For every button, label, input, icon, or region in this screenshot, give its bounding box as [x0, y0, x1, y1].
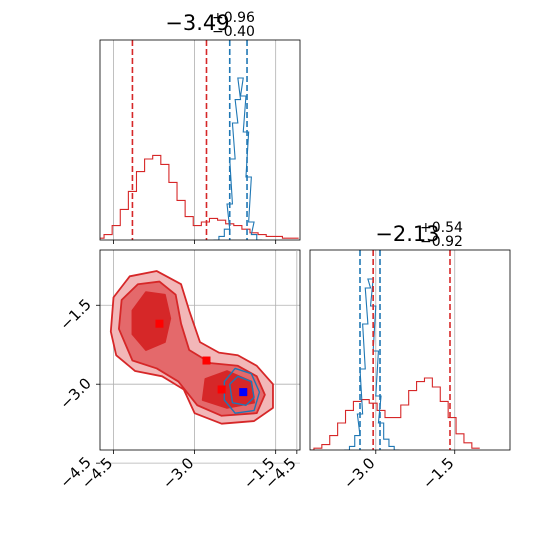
x-tick-label: −3.0: [340, 454, 378, 492]
right-marginal-panel: −4.5 −3.0 −1.5 −2.13 +0.54 −0.92: [261, 217, 511, 493]
top-ticks: [113, 240, 277, 244]
top-histograms: [100, 77, 299, 240]
right-title-sub: −0.92: [420, 234, 463, 250]
joint-panel: −4.5 −3.0 −1.5−4.5−3.0−1.5: [56, 249, 301, 493]
blue-contour-mid: [229, 375, 255, 406]
blue-contour-outer: [223, 367, 261, 414]
top-marginal-panel: −3.49 +0.96 −0.40: [99, 7, 301, 244]
right-ticks: −4.5 −3.0 −1.5: [261, 450, 458, 493]
red-contour-inner: [131, 291, 172, 351]
right-title-sup: +0.54: [420, 220, 463, 236]
top-grid: [113, 40, 277, 240]
red-marker: [202, 356, 211, 365]
right-panel-title: −2.13 +0.54 −0.92: [375, 217, 468, 250]
red-marker: [155, 319, 164, 328]
top-quantile-lines: [131, 40, 248, 240]
top-title-sup: +0.96: [212, 10, 255, 26]
top-blue-histogram: [213, 77, 263, 240]
red-contour-inner: [201, 370, 255, 409]
x-tick-label: −3.0: [159, 454, 197, 492]
y-tick-label: −1.5: [56, 295, 94, 333]
right-histograms: [310, 278, 480, 450]
right-panel-frame: [309, 249, 511, 451]
y-tick-label: −3.0: [56, 374, 94, 412]
blue-marker: [239, 388, 248, 397]
red-marker: [217, 385, 226, 394]
joint-markers: [155, 319, 248, 397]
top-panel-title: −3.49 +0.96 −0.40: [165, 7, 260, 40]
right-blue-histogram: [344, 278, 400, 450]
top-panel-frame: [99, 39, 301, 241]
right-red-histogram: [310, 377, 480, 450]
joint-panel-frame: [99, 249, 301, 451]
top-title-sub: −0.40: [212, 24, 255, 40]
x-tick-label: −1.5: [419, 454, 457, 492]
joint-contours: [109, 270, 274, 425]
top-red-histogram: [100, 154, 299, 239]
right-grid: [296, 250, 456, 450]
right-quantile-lines: [359, 250, 451, 450]
